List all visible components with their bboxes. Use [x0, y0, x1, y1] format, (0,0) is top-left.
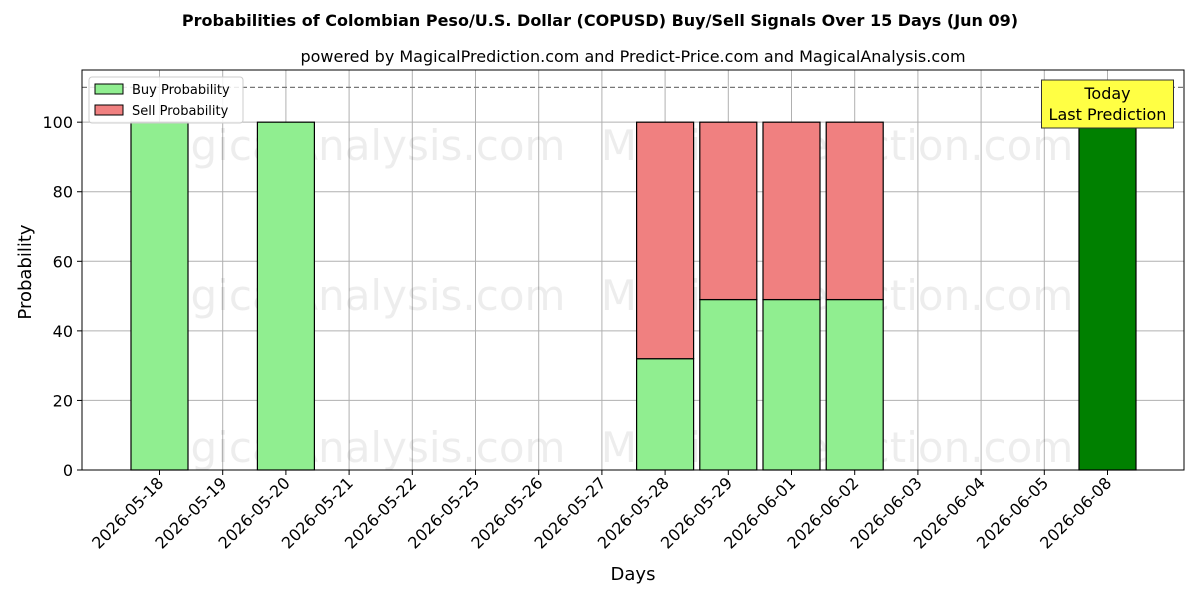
y-axis: 0 20 40 60 80 100: [42, 113, 82, 480]
legend-label: Sell Probability: [132, 104, 229, 119]
bar-sell: [635, 121, 695, 360]
bar-sell: [699, 121, 758, 301]
bar-buy: [635, 358, 695, 471]
legend-label: Buy Probability: [132, 83, 230, 98]
today-annotation: Today Last Prediction: [1041, 79, 1174, 129]
bar-buy: [256, 121, 315, 471]
bar-sell: [762, 121, 821, 301]
legend-swatch: [94, 104, 124, 116]
legend-swatch: [94, 83, 124, 95]
y-tick-label: 80: [53, 183, 73, 202]
legend-box: [88, 76, 244, 124]
y-tick-label: 20: [53, 391, 73, 410]
annotation-box: [1041, 79, 1174, 129]
watermark-text: MagicalAnalysis.com: [129, 271, 566, 320]
bar-sell: [825, 121, 884, 301]
bar-buy: [130, 121, 189, 471]
x-axis: 2026-05-182026-05-192026-05-202026-05-21…: [88, 470, 1115, 553]
y-axis-label: Probability: [15, 224, 36, 319]
bar-buy: [762, 298, 821, 471]
plot-frame: [81, 69, 1185, 471]
annotation-text: Last Prediction: [1049, 105, 1167, 124]
y-tick-label: 100: [42, 113, 73, 132]
x-axis-label: Days: [611, 564, 656, 585]
y-tick-label: 60: [53, 252, 73, 271]
watermark-text: MagicalAnalysis.com: [129, 423, 566, 472]
bar-buy: [825, 298, 884, 471]
y-tick-label: 40: [53, 322, 73, 341]
y-tick-label: 0: [63, 461, 73, 480]
bars: [130, 121, 1137, 471]
bar-buy: [699, 298, 758, 471]
watermark-text: MagicalAnalysis.com: [129, 121, 566, 170]
legend: Buy Probability Sell Probability: [88, 76, 244, 124]
annotation-text: Today: [1083, 84, 1130, 103]
chart-title: Probabilities of Colombian Peso/U.S. Dol…: [182, 11, 1018, 30]
bar-buy: [1078, 121, 1137, 471]
chart-subtitle: powered by MagicalPrediction.com and Pre…: [300, 47, 965, 66]
